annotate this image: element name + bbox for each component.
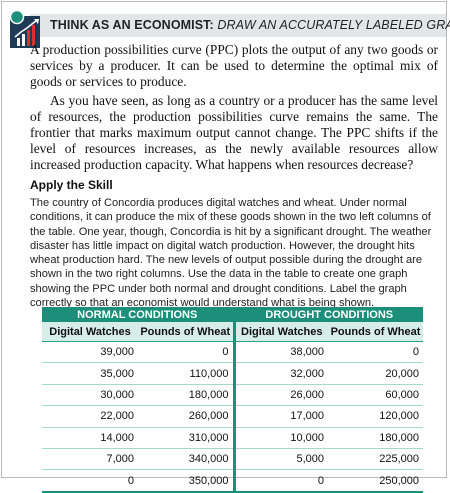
table-cell: 14,000 — [42, 427, 138, 449]
table-row: 30,000 180,000 26,000 60,000 — [42, 384, 424, 407]
intro-paragraph-2: As you have seen, as long as a country o… — [30, 92, 438, 173]
table-cell: 22,000 — [42, 405, 138, 428]
table-cell: 180,000 — [328, 427, 424, 449]
feature-title: THINK AS AN ECONOMIST: DRAW AN ACCURATEL… — [50, 18, 450, 32]
table-cell: 30,000 — [42, 384, 138, 407]
economist-person-chart-icon — [9, 9, 40, 48]
ppc-data-table: NORMAL CONDITIONS DROUGHT CONDITIONS Dig… — [42, 307, 424, 493]
table-cell: 60,000 — [328, 384, 424, 407]
table-cell: 120,000 — [328, 405, 424, 428]
table-cell: 180,000 — [138, 384, 234, 407]
table-cell: 0 — [328, 341, 424, 364]
table-cell: 340,000 — [138, 448, 234, 471]
table-cell: 110,000 — [138, 362, 234, 385]
table-cell: 0 — [138, 341, 234, 364]
intro-paragraph-1: A production possibilities curve (PPC) p… — [30, 42, 438, 90]
feature-title-main: THINK AS AN ECONOMIST: — [50, 18, 214, 32]
table-cell: 17,000 — [232, 405, 328, 428]
table-cell: 10,000 — [232, 427, 328, 449]
header-band — [30, 14, 446, 37]
skill-heading: Apply the Skill — [30, 178, 113, 192]
table-row: 7,000 340,000 5,000 225,000 — [42, 448, 424, 471]
table-cell: 26,000 — [232, 384, 328, 407]
table-cell: 310,000 — [138, 427, 234, 449]
column-header: Pounds of Wheat — [328, 322, 424, 342]
column-header: Pounds of Wheat — [138, 322, 234, 342]
table-cell: 38,000 — [232, 341, 328, 364]
skill-text: The country of Concordia produces digita… — [30, 197, 432, 310]
table-cell: 260,000 — [138, 405, 234, 428]
table-cell: 20,000 — [328, 362, 424, 385]
drought-conditions-header: DROUGHT CONDITIONS — [232, 307, 424, 322]
table-row: 39,000 0 38,000 0 — [42, 341, 424, 364]
table-row: 35,000 110,000 32,000 20,000 — [42, 362, 424, 385]
feature-header: THINK AS AN ECONOMIST: DRAW AN ACCURATEL… — [2, 2, 450, 48]
table-cell: 35,000 — [42, 362, 138, 385]
column-header: Digital Watches — [42, 322, 138, 342]
table-cell: 32,000 — [232, 362, 328, 385]
normal-conditions-header: NORMAL CONDITIONS — [42, 307, 234, 322]
column-header: Digital Watches — [232, 322, 328, 342]
table-cell: 7,000 — [42, 448, 138, 471]
table-cell: 225,000 — [328, 448, 424, 471]
table-row: 14,000 310,000 10,000 180,000 — [42, 427, 424, 449]
table-cell: 5,000 — [232, 448, 328, 471]
table-cell: 39,000 — [42, 341, 138, 364]
feature-title-sub: DRAW AN ACCURATELY LABELED GRAPH — [217, 18, 450, 32]
table-row: 22,000 260,000 17,000 120,000 — [42, 405, 424, 428]
intro-text: A production possibilities curve (PPC) p… — [30, 42, 438, 174]
